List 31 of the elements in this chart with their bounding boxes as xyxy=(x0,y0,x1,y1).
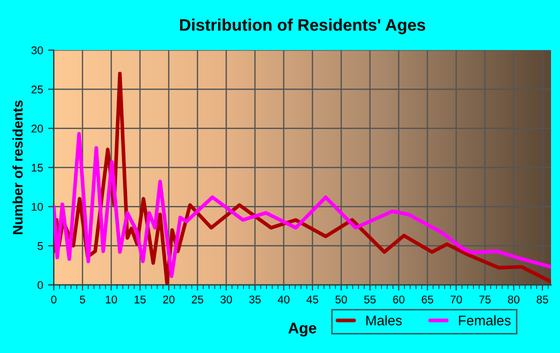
x-tick-label: 55 xyxy=(364,296,376,304)
y-axis-title: Number of residents xyxy=(12,100,23,234)
x-tick-label: 85 xyxy=(536,296,548,304)
y-tick-label: 15 xyxy=(32,164,43,172)
y-tick-label: 5 xyxy=(38,242,43,250)
x-tick-label: 25 xyxy=(192,296,204,304)
x-tick-label: 15 xyxy=(134,296,146,304)
x-tick-label: 35 xyxy=(249,296,261,304)
y-tick-label: 30 xyxy=(31,46,43,54)
x-tick-label: 75 xyxy=(479,296,491,304)
x-tick-label: 50 xyxy=(335,296,347,304)
legend-label: Males xyxy=(366,315,402,326)
x-tick-label: 0 xyxy=(51,296,56,304)
chart-title: Distribution of Residents' Ages xyxy=(180,18,426,34)
x-tick-label: 10 xyxy=(106,296,117,304)
x-tick-label: 65 xyxy=(422,296,434,304)
x-tick-label: 20 xyxy=(163,296,174,304)
x-tick-label: 60 xyxy=(393,296,404,304)
y-tick-label: 0 xyxy=(38,281,43,290)
x-tick-label: 30 xyxy=(220,296,232,304)
line-series xyxy=(54,132,552,278)
y-tick-label: 10 xyxy=(32,202,43,211)
y-tick-label: 25 xyxy=(32,86,43,94)
x-tick-label: 40 xyxy=(278,296,290,304)
x-tick-label: 45 xyxy=(306,296,318,304)
legend-label: Females xyxy=(458,315,511,326)
y-tick-label: 20 xyxy=(32,124,43,133)
x-axis-title: Age xyxy=(288,322,316,337)
x-tick-label: 80 xyxy=(508,296,520,304)
x-tick-label: 5 xyxy=(80,296,86,304)
x-tick-label: 70 xyxy=(450,296,462,304)
